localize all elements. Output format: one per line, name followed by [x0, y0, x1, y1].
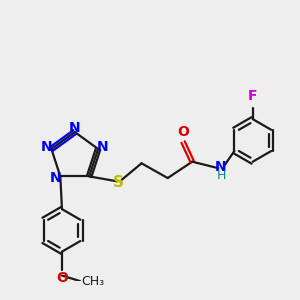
Text: N: N: [41, 140, 52, 154]
Text: CH₃: CH₃: [82, 274, 105, 288]
Text: N: N: [215, 160, 227, 174]
Text: F: F: [248, 89, 257, 103]
Text: N: N: [69, 121, 81, 135]
Text: O: O: [177, 125, 189, 139]
Text: N: N: [50, 171, 62, 185]
Text: S: S: [113, 176, 124, 190]
Text: N: N: [97, 140, 109, 154]
Text: H: H: [216, 169, 226, 182]
Text: O: O: [56, 271, 68, 285]
